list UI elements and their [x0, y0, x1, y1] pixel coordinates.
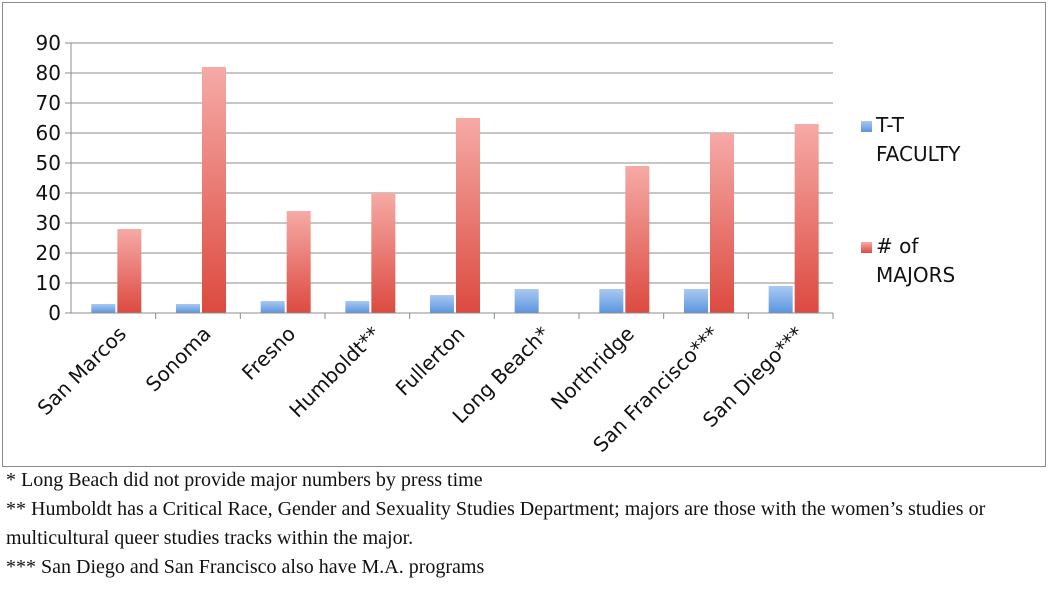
- bar-majors: [794, 124, 819, 313]
- chart-frame: 0 10 20 30 40 50 60 70 80 90 San Marcos Sonoma Fresn…: [2, 2, 1046, 467]
- legend-label: FACULTY: [876, 142, 961, 166]
- footnote-2: ** Humboldt has a Critical Race, Gender …: [6, 498, 986, 549]
- bar-majors: [625, 166, 650, 313]
- bar-majors: [117, 229, 142, 313]
- x-category-label: Sonoma: [141, 322, 216, 397]
- bar-faculty: [599, 289, 624, 313]
- bar-faculty: [684, 289, 708, 313]
- x-category-label: Fullerton: [391, 322, 470, 401]
- x-category-label: San Marcos: [33, 322, 131, 420]
- y-tick-label: 0: [48, 301, 61, 325]
- y-tick-label: 30: [36, 211, 61, 235]
- bar-faculty: [345, 301, 370, 313]
- legend-swatch: [861, 121, 872, 132]
- footnote-3: *** San Diego and San Francisco also hav…: [6, 556, 485, 578]
- bar-faculty: [176, 304, 200, 313]
- x-category-label: Northridge: [546, 322, 639, 415]
- bar-chart: 0 10 20 30 40 50 60 70 80 90 San Marcos Sonoma Fresn…: [33, 31, 962, 457]
- bar-majors: [286, 211, 311, 313]
- y-tick-label: 40: [36, 181, 61, 205]
- x-category-label: Humboldt**: [284, 322, 385, 423]
- legend-label: # of: [876, 234, 919, 258]
- legend-swatch: [861, 242, 872, 253]
- bar-majors: [202, 67, 226, 313]
- footnotes: * Long Beach did not provide major numbe…: [6, 466, 1042, 582]
- y-tick-label: 10: [36, 271, 61, 295]
- y-tick-label: 70: [36, 91, 61, 115]
- bar-faculty: [768, 286, 793, 313]
- bar-faculty: [430, 295, 454, 313]
- y-tick-label: 90: [36, 31, 61, 55]
- y-tick-label: 20: [36, 241, 61, 265]
- bar-faculty: [514, 289, 539, 313]
- y-tick-label: 80: [36, 61, 61, 85]
- bar-faculty: [260, 301, 285, 313]
- y-tick-label: 50: [36, 151, 61, 175]
- bar-majors: [456, 118, 480, 313]
- bar-majors: [371, 193, 396, 313]
- legend-label: T-T: [875, 113, 905, 137]
- footnote-1: * Long Beach did not provide major numbe…: [6, 469, 483, 491]
- legend-label: MAJORS: [876, 263, 955, 287]
- x-category-label: Fresno: [237, 322, 300, 385]
- bar-faculty: [91, 304, 116, 313]
- y-tick-label: 60: [36, 121, 61, 145]
- bar-majors: [710, 133, 734, 313]
